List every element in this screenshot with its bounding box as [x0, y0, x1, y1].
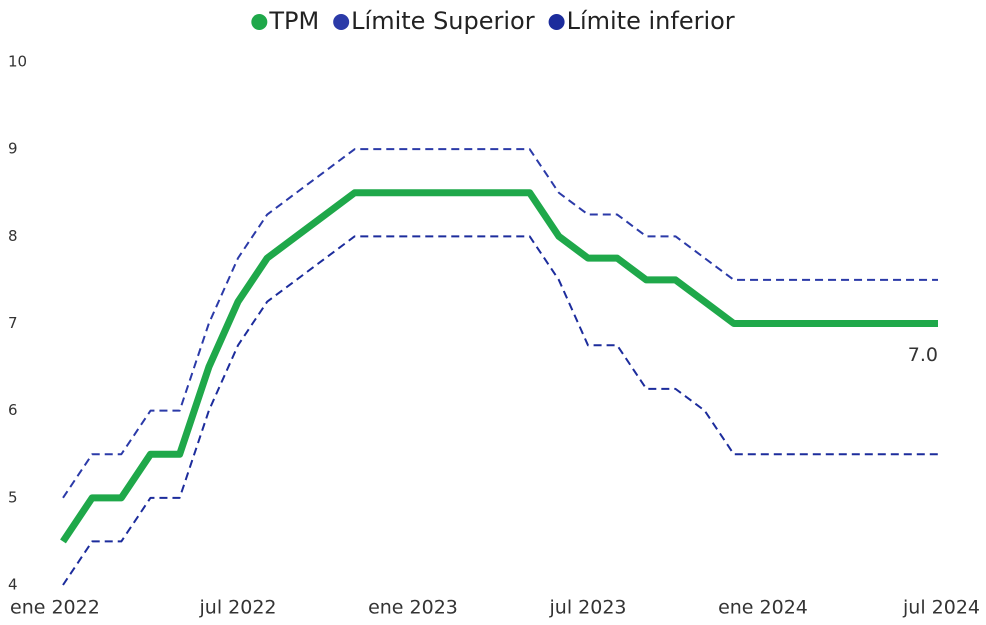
- y-tick-label: 5: [8, 488, 18, 506]
- y-tick-label: 6: [8, 401, 18, 419]
- x-tick-label: ene 2024: [718, 597, 808, 619]
- x-tick-label: ene 2022: [10, 597, 100, 619]
- y-tick-label: 10: [8, 53, 27, 71]
- legend-label: Límite inferior: [567, 7, 735, 35]
- legend-marker: [251, 14, 268, 30]
- series-line: [62, 148, 938, 499]
- legend-marker: [333, 14, 350, 30]
- y-tick-label: 9: [8, 140, 18, 158]
- legend-marker: [548, 14, 565, 30]
- x-tick-label: jul 2022: [199, 597, 277, 619]
- series-line: [60, 189, 938, 544]
- y-tick-label: 4: [8, 576, 18, 594]
- x-tick-label: jul 2024: [902, 597, 980, 619]
- series-line: [62, 235, 938, 586]
- data-label: 7.0: [908, 344, 938, 366]
- legend-label: TPM: [268, 7, 319, 35]
- legend-label: Límite Superior: [351, 7, 535, 35]
- y-tick-label: 7: [8, 314, 18, 332]
- x-tick-label: ene 2023: [368, 597, 458, 619]
- y-tick-label: 8: [8, 227, 18, 245]
- x-tick-label: jul 2023: [549, 597, 627, 619]
